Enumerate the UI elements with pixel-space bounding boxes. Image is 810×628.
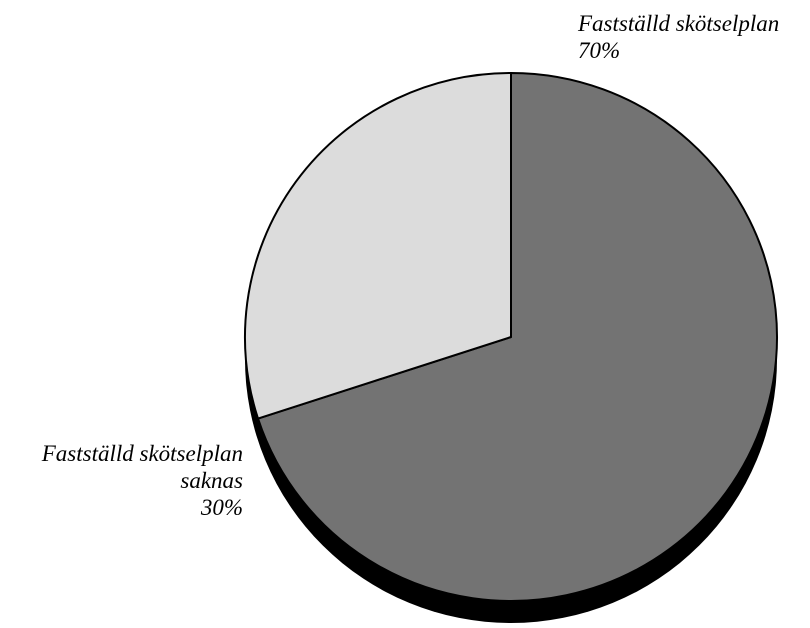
slice-label-plan-missing: Fastställd skötselplan saknas 30% — [42, 440, 243, 521]
slice-label-text: Fastställd skötselplan — [578, 11, 780, 36]
slice-label-text: Fastställd skötselplan — [41, 441, 243, 466]
pie-slices — [244, 72, 778, 602]
slice-label-established-plan: Fastställd skötselplan 70% — [578, 10, 779, 64]
slice-percent-label: 70% — [578, 38, 621, 63]
pie-slice-1 — [244, 72, 512, 420]
slice-label-text-line2: saknas — [180, 468, 243, 493]
slice-percent-label: 30% — [200, 495, 243, 520]
pie-slice-0 — [257, 72, 778, 602]
